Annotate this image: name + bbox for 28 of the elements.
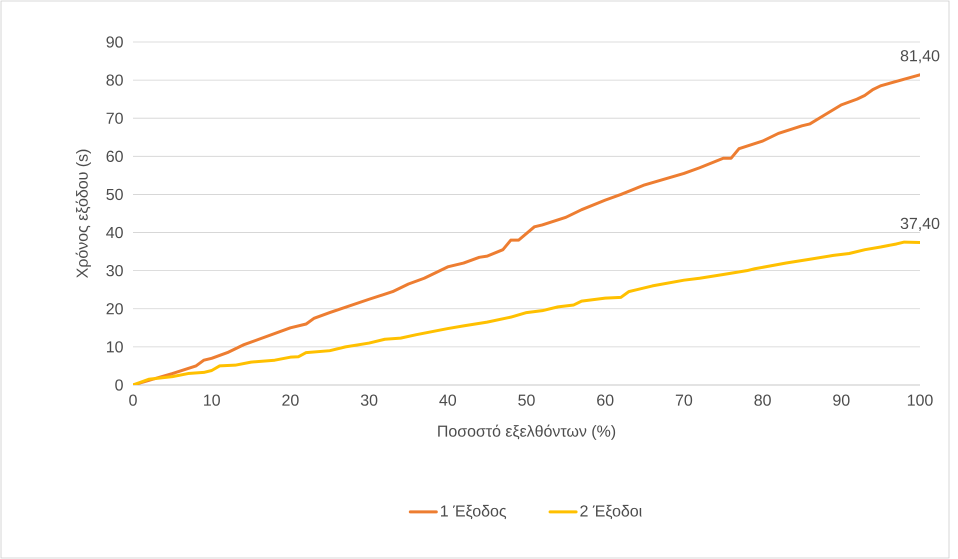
x-tick-label: 50 (518, 394, 535, 406)
x-axis-title: Ποσοστό εξελθόντων (%) (438, 424, 616, 440)
y-tick-label: 80 (106, 74, 123, 86)
legend-label: 2 Έξοδοι (580, 504, 642, 520)
y-tick-label: 30 (106, 265, 123, 276)
y-axis-title: Χρόνος εξόδου (s) (76, 150, 91, 278)
x-tick-label: 40 (439, 394, 456, 406)
y-tick-label: 90 (106, 36, 123, 48)
data-label: 81,40 (900, 50, 940, 64)
x-tick-label: 80 (754, 394, 771, 406)
data-label: 37,40 (900, 218, 940, 231)
x-tick-label: 100 (908, 394, 933, 406)
x-tick-label: 70 (676, 394, 692, 406)
line-series (133, 240, 920, 385)
y-tick-label: 0 (115, 379, 123, 391)
x-tick-label: 90 (833, 394, 850, 406)
y-tick-label: 40 (106, 226, 123, 238)
y-tick-label: 10 (106, 341, 123, 353)
x-tick-label: 60 (597, 394, 614, 406)
y-tick-label: 60 (106, 150, 123, 162)
x-tick-label: 10 (204, 394, 220, 406)
x-tick-label: 20 (282, 394, 299, 406)
legend-label: 1 Έξοδος (441, 504, 506, 520)
y-tick-label: 20 (106, 303, 123, 314)
x-tick-label: 0 (129, 394, 137, 406)
y-tick-label: 70 (106, 112, 123, 124)
y-tick-label: 50 (106, 188, 123, 200)
x-tick-label: 30 (360, 394, 378, 406)
